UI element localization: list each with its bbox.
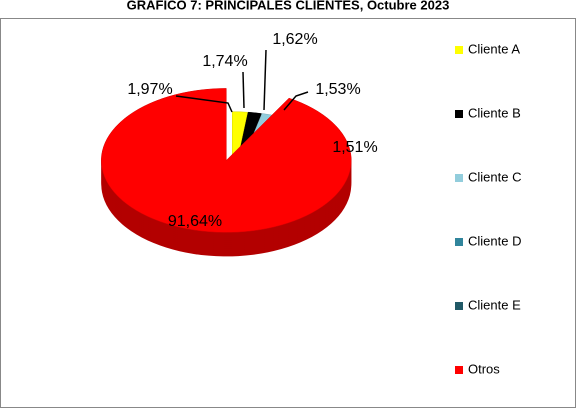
data-label: 91,64% bbox=[168, 213, 222, 230]
data-label: 1,53% bbox=[315, 81, 360, 98]
legend-swatch bbox=[455, 46, 463, 54]
legend-label: Cliente D bbox=[468, 233, 521, 248]
data-label: 1,97% bbox=[127, 81, 172, 98]
data-label: 1,74% bbox=[202, 53, 247, 70]
legend-swatch bbox=[455, 238, 463, 246]
data-label: 1,62% bbox=[272, 31, 317, 48]
leader-line bbox=[242, 71, 245, 109]
legend-label: Cliente B bbox=[468, 105, 521, 120]
leader-line bbox=[263, 49, 267, 111]
legend-label: Cliente A bbox=[468, 41, 520, 56]
legend-swatch bbox=[455, 302, 463, 310]
legend-swatch bbox=[455, 366, 463, 374]
data-label: 1,51% bbox=[332, 139, 377, 156]
chart-title: GRAFICO 7: PRINCIPALES CLIENTES, Octubre… bbox=[127, 0, 450, 12]
legend-label: Otros bbox=[468, 361, 500, 376]
leader-line bbox=[175, 95, 233, 113]
leader-line bbox=[283, 91, 309, 111]
slice bbox=[101, 88, 352, 233]
legend-swatch bbox=[455, 174, 463, 182]
legend-swatch bbox=[455, 110, 463, 118]
legend-label: Cliente C bbox=[468, 169, 521, 184]
legend-label: Cliente E bbox=[468, 297, 521, 312]
